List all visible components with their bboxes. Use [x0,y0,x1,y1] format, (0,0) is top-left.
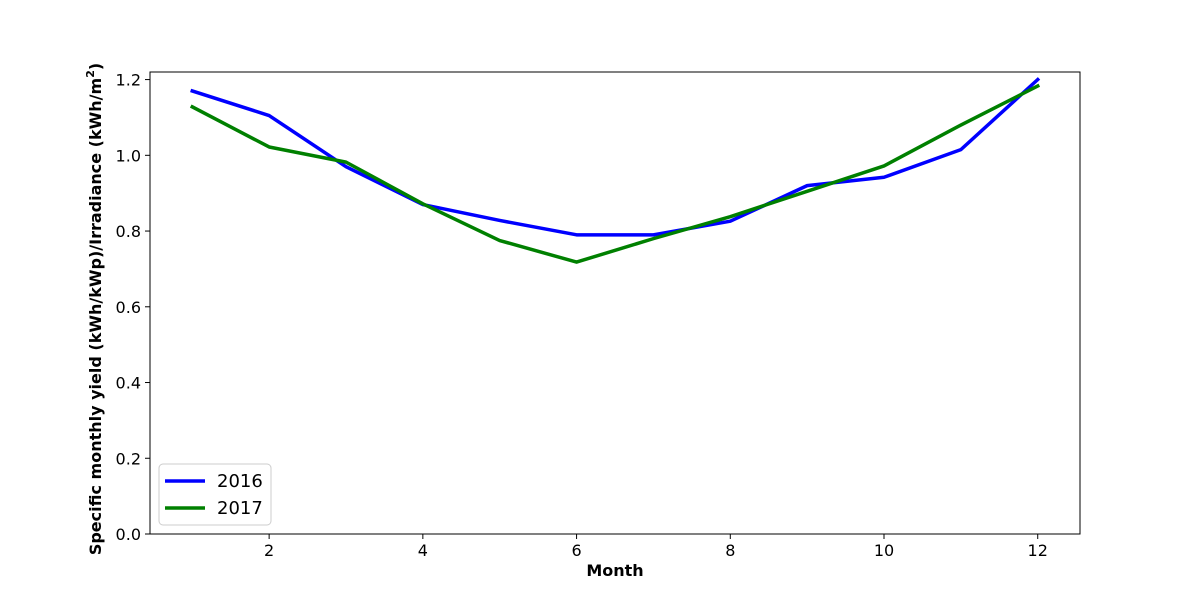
legend-label-2016: 2016 [217,471,263,492]
y-tick-label: 0.2 [116,449,141,468]
x-axis-label: Month [586,561,643,580]
y-tick-label: 0.8 [116,222,141,241]
x-tick-label: 10 [874,541,894,560]
y-tick-label: 0.4 [116,374,141,393]
x-tick-label: 12 [1028,541,1048,560]
y-tick-label: 1.0 [116,146,141,165]
legend-label-2017: 2017 [217,498,263,519]
x-tick-label: 2 [264,541,274,560]
y-tick-label: 0.6 [116,298,141,317]
x-tick-label: 4 [418,541,428,560]
y-tick-label: 1.2 [116,71,141,90]
series-line-2017 [189,83,1041,264]
x-tick-label: 6 [571,541,581,560]
series-layer [189,77,1041,264]
plot-frame [149,71,1081,535]
x-tick-label: 8 [725,541,735,560]
axes-layer: 2 4 6 8 10 12 0.0 0.2 0.4 0.6 0.8 1.0 1.2 Month Specif… [84,63,1081,580]
legend: 2016 2017 [158,463,272,526]
y-tick-label: 0.0 [116,525,141,544]
y-axis-label: Specific monthly yield (kWh/kWp)/Irradia… [84,63,105,555]
